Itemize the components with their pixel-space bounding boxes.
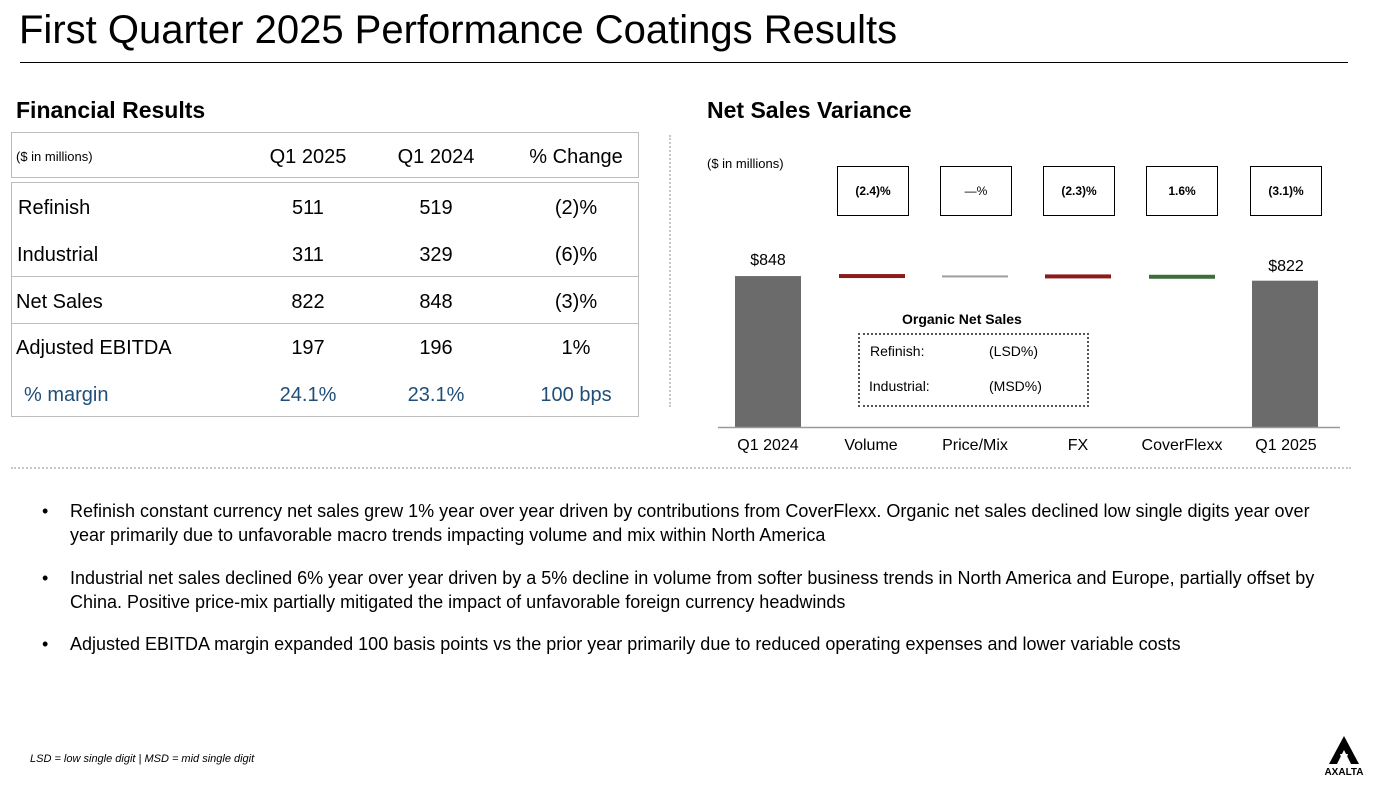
organic-value-refinish: (LSD%) (989, 343, 1039, 359)
bullet-marker: • (42, 634, 49, 654)
bar-value-label-end: $822 (1268, 258, 1304, 275)
financial-table-body (11, 182, 639, 417)
pct-box-fx: (2.3)% (1043, 166, 1115, 216)
pct-box-total: (3.1)% (1250, 166, 1322, 216)
column-header: % Change (529, 146, 623, 168)
category-label: Q1 2024 (737, 437, 799, 454)
bullet-text: Refinish constant currency net sales gre… (70, 501, 1310, 545)
table-cell: 511 (292, 197, 324, 219)
bullet-marker: • (42, 568, 49, 588)
bullet-text: Adjusted EBITDA margin expanded 100 basi… (70, 634, 1181, 654)
bar-q1-2025 (1252, 280, 1318, 427)
axalta-logo-icon: AXALTA (1324, 736, 1364, 778)
row-label-margin: % margin (24, 384, 109, 406)
table-cell: 1% (561, 337, 591, 359)
row-label-net-sales: Net Sales (16, 291, 103, 313)
pct-box-volume: (2.4)% (837, 166, 909, 216)
table-cell: 100 bps (540, 384, 612, 406)
variance-unit-note: ($ in millions) (707, 156, 784, 171)
table-cell: 311 (292, 244, 324, 266)
logo-wordmark: AXALTA (1324, 767, 1363, 776)
organic-value-industrial: (MSD%) (989, 378, 1042, 394)
bullet-item: • Industrial net sales declined 6% year … (42, 566, 1342, 616)
financial-unit-note: ($ in millions) (16, 149, 93, 164)
bullet-text: Industrial net sales declined 6% year ov… (70, 568, 1315, 612)
axalta-logo: AXALTA (1316, 734, 1372, 778)
table-row-divider (11, 323, 639, 324)
category-label: FX (1067, 437, 1089, 454)
table-cell: (3)% (554, 291, 598, 313)
step-coverflexx (1149, 274, 1215, 279)
table-cell: (2)% (554, 197, 598, 219)
net-sales-variance-heading: Net Sales Variance (707, 97, 912, 123)
bullet-item: • Adjusted EBITDA margin expanded 100 ba… (42, 632, 1342, 658)
footnote: LSD = low single digit | MSD = mid singl… (30, 753, 255, 765)
title-divider (20, 62, 1348, 63)
section-divider (669, 135, 671, 407)
category-label: Q1 2025 (1255, 437, 1317, 454)
section-divider (11, 467, 1351, 469)
table-cell: 329 (419, 244, 453, 266)
category-label: Volume (844, 437, 898, 454)
table-cell: 23.1% (407, 384, 465, 406)
table-cell: 197 (291, 337, 325, 359)
table-cell: 196 (419, 337, 453, 359)
waterfall-chart (718, 274, 1340, 429)
category-label: CoverFlexx (1141, 437, 1223, 454)
pct-box-coverflexx: 1.6% (1146, 166, 1218, 216)
column-header: Q1 2024 (397, 146, 475, 168)
organic-net-sales-title: Organic Net Sales (902, 311, 1022, 327)
step-price-mix (942, 275, 1008, 278)
step-volume (839, 274, 905, 279)
column-header: Q1 2025 (269, 146, 347, 168)
bullet-marker: • (42, 501, 49, 521)
table-cell: 848 (419, 291, 453, 313)
bullet-item: • Refinish constant currency net sales g… (42, 499, 1342, 549)
table-cell: 519 (419, 197, 453, 219)
table-cell: 24.1% (279, 384, 337, 406)
pct-box-price-mix: —% (940, 166, 1012, 216)
financial-table-header (11, 132, 639, 178)
financial-results-heading: Financial Results (16, 97, 206, 123)
organic-label-refinish: Refinish: (870, 343, 925, 359)
bar-q1-2024 (735, 276, 801, 427)
organic-label-industrial: Industrial: (869, 378, 930, 394)
table-cell: 822 (291, 291, 325, 313)
organic-net-sales-box (858, 333, 1089, 407)
step-fx (1045, 274, 1111, 279)
category-label: Price/Mix (942, 437, 1008, 454)
row-label-refinish: Refinish (18, 197, 91, 219)
row-label-industrial: Industrial (17, 244, 99, 266)
table-row-divider (11, 276, 639, 277)
page-title: First Quarter 2025 Performance Coatings … (19, 8, 898, 52)
row-label-adjusted-ebitda: Adjusted EBITDA (16, 337, 172, 359)
table-cell: (6)% (554, 244, 598, 266)
bar-value-label-start: $848 (750, 252, 786, 269)
